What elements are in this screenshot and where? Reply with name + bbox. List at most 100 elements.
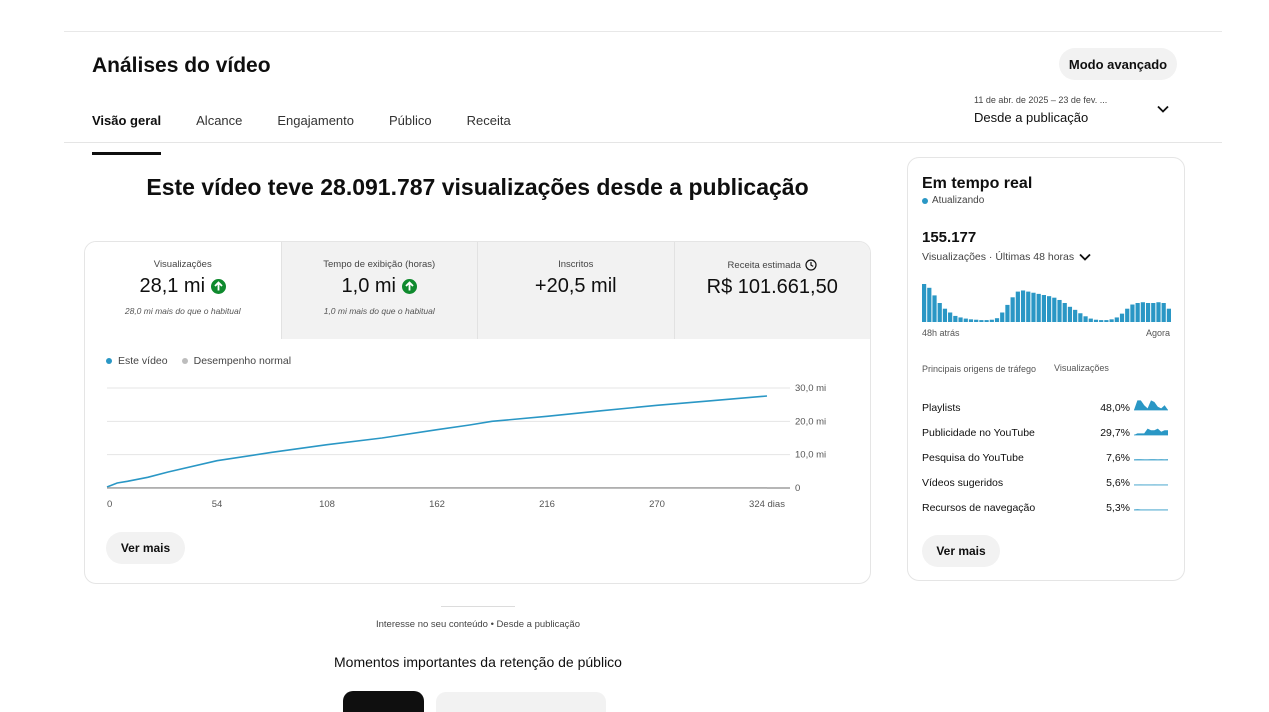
realtime-bar [1067, 306, 1073, 322]
section-title: Momentos importantes da retenção de públ… [334, 654, 622, 670]
metric-subscribers[interactable]: Inscritos +20,5 mil [478, 242, 675, 339]
x-tick-label: 324 dias [749, 499, 785, 510]
traffic-sparkline [1134, 400, 1168, 410]
legend-label: Desempenho normal [193, 355, 292, 367]
tab-bar: Visão geral Alcance Engajamento Público … [92, 112, 546, 155]
traffic-source-row[interactable]: Pesquisa do YouTube 7,6% [922, 452, 1172, 468]
traffic-source-name: Pesquisa do YouTube [922, 452, 1024, 464]
realtime-bar [953, 315, 958, 322]
realtime-bar [1156, 302, 1161, 322]
realtime-bar [1047, 296, 1052, 322]
metric-watch-time[interactable]: Tempo de exibição (horas) 1,0 mi 1,0 mi … [281, 242, 478, 339]
realtime-card: Em tempo real Atualizando 155.177 Visual… [907, 157, 1185, 581]
y-tick-label: 20,0 mi [795, 416, 826, 427]
metric-views[interactable]: Visualizações 28,1 mi 28,0 mi mais do qu… [85, 242, 282, 339]
realtime-views-count: 155.177 [922, 229, 977, 246]
realtime-see-more-button[interactable]: Ver mais [922, 535, 1000, 567]
realtime-status: Atualizando [922, 195, 984, 206]
realtime-bar [1104, 320, 1109, 322]
y-tick-label: 10,0 mi [795, 450, 826, 461]
realtime-bar [1135, 303, 1140, 322]
realtime-bar [1093, 319, 1099, 322]
realtime-bar [1088, 318, 1093, 322]
clock-icon[interactable] [805, 259, 817, 271]
traffic-source-row[interactable]: Vídeos sugeridos 5,6% [922, 477, 1172, 493]
metric-note: 28,0 mi mais do que o habitual [124, 306, 241, 316]
advanced-mode-button[interactable]: Modo avançado [1059, 48, 1177, 80]
tab-engagement[interactable]: Engajamento [277, 113, 355, 128]
metric-value-row: +20,5 mil [535, 275, 617, 298]
metric-value-row: 1,0 mi [342, 275, 417, 298]
legend-dot [106, 358, 112, 364]
realtime-bar-chart [922, 284, 1171, 322]
top-divider [64, 31, 1222, 32]
chart-legend: Este vídeo Desempenho normal [106, 355, 291, 367]
realtime-bar [1145, 303, 1151, 322]
realtime-bar [942, 308, 948, 322]
traffic-source-row[interactable]: Recursos de navegação 5,3% [922, 502, 1172, 518]
realtime-bar [984, 320, 989, 322]
realtime-bar [974, 319, 979, 322]
trend-up-icon [211, 279, 227, 294]
realtime-period-label: Visualizações · Últimas 48 horas [922, 251, 1075, 263]
chevron-down-icon[interactable] [1079, 253, 1091, 261]
realtime-title: Em tempo real [922, 175, 1033, 192]
date-range-picker[interactable]: 11 de abr. de 2025 – 23 de fev. ... Desd… [974, 95, 1174, 125]
realtime-bar [1114, 317, 1119, 322]
retention-tab-selected[interactable] [343, 691, 424, 712]
traffic-source-name: Recursos de navegação [922, 502, 1036, 514]
traffic-source-row[interactable]: Publicidade no YouTube 29,7% [922, 427, 1172, 443]
realtime-bar [1109, 319, 1114, 322]
realtime-bar [1078, 313, 1083, 322]
traffic-source-percent: 5,3% [1106, 502, 1130, 514]
traffic-source-percent: 48,0% [1100, 402, 1130, 414]
realtime-bar [1031, 292, 1036, 322]
x-tick-label: 216 [539, 499, 555, 510]
traffic-source-row[interactable]: Playlists 48,0% [922, 402, 1172, 418]
realtime-axis-end: Agora [1145, 328, 1170, 338]
legend-dot [181, 358, 188, 364]
chevron-down-icon[interactable] [1157, 105, 1169, 113]
metric-value: 28,1 mi [139, 275, 206, 297]
series-line-this-video [106, 395, 768, 488]
realtime-bar [927, 287, 932, 322]
realtime-bar [1005, 304, 1010, 322]
traffic-sparklines [1134, 400, 1168, 511]
metric-value: R$ 101.661,50 [706, 276, 838, 298]
realtime-axis-start: 48h atrás [922, 328, 960, 338]
tab-overview[interactable]: Visão geral [92, 112, 162, 155]
date-range-label: Desde a publicação [974, 110, 1089, 125]
realtime-bar [948, 312, 953, 322]
traffic-source-name: Playlists [922, 402, 961, 414]
realtime-bar [1057, 299, 1062, 322]
legend-item: Este vídeo [106, 355, 168, 367]
realtime-bar [963, 318, 968, 322]
realtime-bar [1083, 316, 1088, 322]
realtime-period-selector[interactable]: Visualizações · Últimas 48 horas [922, 251, 1091, 263]
metric-revenue[interactable]: Receita estimada R$ 101.661,50 [674, 242, 870, 339]
realtime-bar [922, 284, 927, 322]
metric-note: 1,0 mi mais do que o habitual [323, 306, 435, 316]
realtime-bar [1161, 303, 1166, 322]
retention-tab[interactable] [436, 692, 606, 712]
realtime-bar [958, 317, 963, 322]
metric-label: Visualizações [153, 259, 212, 270]
realtime-bar [1010, 297, 1015, 322]
realtime-bar [1099, 320, 1104, 322]
traffic-source-percent: 7,6% [1106, 452, 1130, 464]
tab-audience[interactable]: Público [389, 113, 432, 128]
see-more-button[interactable]: Ver mais [106, 532, 185, 564]
metric-label: Receita estimada [727, 259, 801, 271]
realtime-bar [1041, 295, 1046, 322]
realtime-bar [932, 295, 937, 322]
realtime-bar [937, 303, 942, 322]
tab-revenue[interactable]: Receita [466, 113, 511, 128]
tab-reach[interactable]: Alcance [196, 113, 243, 128]
realtime-bar [994, 318, 1000, 322]
realtime-bar [968, 319, 974, 322]
realtime-bar [1062, 303, 1067, 322]
realtime-bar [1036, 293, 1041, 322]
metric-tabs: Visualizações 28,1 mi 28,0 mi mais do qu… [85, 242, 870, 339]
metric-value: +20,5 mil [534, 275, 617, 297]
realtime-bar [1073, 309, 1078, 322]
